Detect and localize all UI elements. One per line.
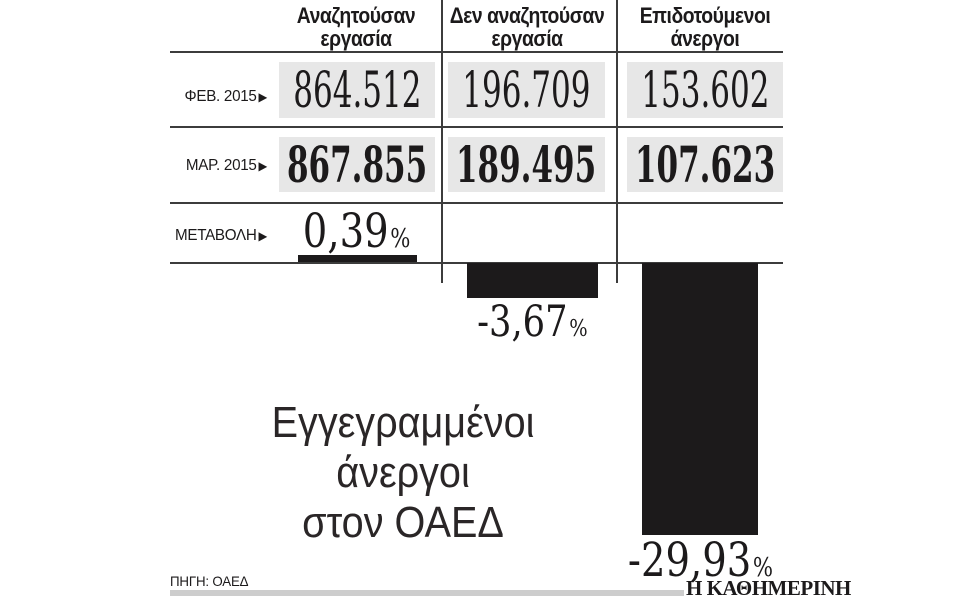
source-label: ΠΗΓΗ: ΟΑΕΔ xyxy=(170,573,249,589)
row-label-feb-2015: ΦΕΒ. 2015 ▶ xyxy=(175,88,267,106)
row-label-text: ΜΑΡ. 2015 xyxy=(185,157,257,174)
row-label-text: ΦΕΒ. 2015 xyxy=(184,88,257,105)
change-value-text: -29,93 xyxy=(627,532,752,588)
value-mar-not-seeking: 189.495 xyxy=(456,135,597,194)
chart-title-line1: Εγγεγραμμένοι xyxy=(271,398,535,447)
change-value-col3: -29,93% xyxy=(613,533,788,588)
chart-title: Εγγεγραμμένοι άνεργοι στον ΟΑΕΔ xyxy=(223,398,583,548)
value-feb-not-seeking: 196.709 xyxy=(462,61,591,119)
arrow-right-icon: ▶ xyxy=(258,159,268,173)
value-cell-mar-col2: 189.495 xyxy=(448,135,605,194)
change-bar-col3-negative xyxy=(642,263,758,535)
percent-sign: % xyxy=(752,552,774,583)
arrow-right-icon: ▶ xyxy=(258,90,268,104)
value-feb-subsidized: 153.602 xyxy=(640,61,770,119)
value-cell-feb-col3: 153.602 xyxy=(627,61,783,119)
row-divider-2 xyxy=(170,202,783,204)
value-cell-mar-col1: 867.855 xyxy=(279,135,435,194)
change-value-text: 0,39 xyxy=(303,203,390,259)
value-cell-feb-col2: 196.709 xyxy=(448,61,605,119)
percent-sign: % xyxy=(390,223,411,254)
row-divider-1 xyxy=(170,126,783,128)
value-feb-seeking: 864.512 xyxy=(292,61,422,119)
row-label-mar-2015: ΜΑΡ. 2015 ▶ xyxy=(175,157,267,175)
change-value-text: -3,67 xyxy=(476,297,568,347)
value-cell-feb-col1: 864.512 xyxy=(279,61,435,119)
change-number: -3,67% xyxy=(477,297,587,347)
header-underline xyxy=(170,51,783,53)
column-divider-2 xyxy=(616,0,618,283)
column-header-seeking-work: Αναζητούσαν εργασία xyxy=(296,3,416,51)
footer-divider-bar xyxy=(170,590,684,596)
change-bar-col2-negative xyxy=(467,263,598,298)
change-number: -29,93% xyxy=(628,533,773,588)
value-cell-mar-col3: 107.623 xyxy=(627,135,783,194)
column-header-subsidized-unemployed: Επιδοτούμενοι άνεργοι xyxy=(639,3,771,51)
chart-title-line2: άνεργοι xyxy=(336,448,470,497)
arrow-right-icon: ▶ xyxy=(258,229,268,243)
column-header-not-seeking-work: Δεν αναζητούσαν εργασία xyxy=(449,3,605,51)
row-label-change: ΜΕΤΑΒΟΛΗ ▶ xyxy=(175,227,267,245)
value-mar-subsidized: 107.623 xyxy=(634,135,776,194)
value-mar-seeking: 867.855 xyxy=(286,135,428,194)
kathimerini-logo: Η ΚΑΘΗΜΕΡΙΝΗ xyxy=(686,576,851,600)
change-value-col2: -3,67% xyxy=(447,297,617,347)
change-value-col1: 0,39% xyxy=(279,204,435,259)
column-divider-1 xyxy=(441,0,443,283)
percent-sign: % xyxy=(568,314,588,342)
chart-title-line3: στον ΟΑΕΔ xyxy=(302,498,504,547)
change-number: 0,39% xyxy=(303,204,411,259)
row-label-text: ΜΕΤΑΒΟΛΗ xyxy=(174,227,257,244)
change-bar-col1-positive xyxy=(298,255,417,264)
